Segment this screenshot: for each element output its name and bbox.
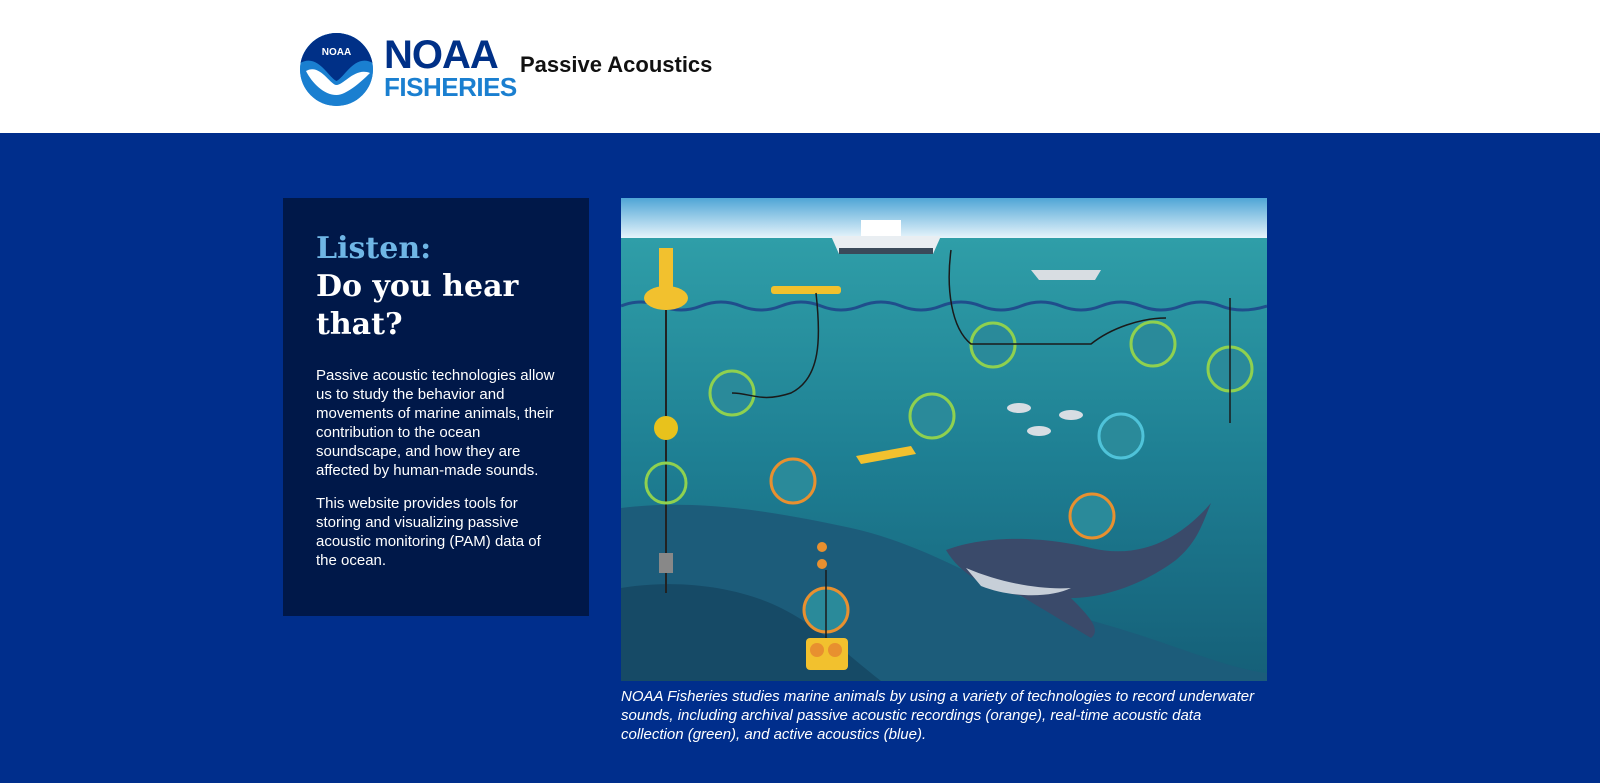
intro-card: Listen: Do you hear that? Passive acoust…: [283, 198, 589, 616]
heading-accent: Listen:: [316, 231, 432, 266]
hero-section: Listen: Do you hear that? Passive acoust…: [0, 133, 1600, 783]
illustration-figure: NOAA Fisheries studies marine animals by…: [621, 198, 1267, 743]
ocean-acoustics-illustration-icon: [621, 198, 1267, 681]
heading-main: Do you hear that?: [316, 269, 519, 342]
intro-paragraph-2: This website provides tools for storing …: [316, 495, 541, 569]
logo-text-noaa: NOAA: [384, 33, 499, 77]
noaa-fisheries-logo[interactable]: NOAA NOAA FISHERIES: [300, 33, 517, 106]
hero-heading: Listen: Do you hear that?: [316, 230, 576, 344]
site-title-link[interactable]: Passive Acoustics: [520, 52, 713, 77]
logo-text-fisheries: FISHERIES: [384, 72, 517, 102]
site-header: NOAA NOAA FISHERIES Passive Acoustics: [0, 0, 1600, 133]
intro-paragraph-1: Passive acoustic technologies allow us t…: [316, 367, 555, 479]
illustration-caption: NOAA Fisheries studies marine animals by…: [621, 688, 1255, 743]
logo-wordmark: NOAA FISHERIES: [384, 33, 517, 102]
noaa-bird-logo-icon: NOAA: [300, 33, 373, 106]
logo-badge-text: NOAA: [322, 47, 351, 58]
